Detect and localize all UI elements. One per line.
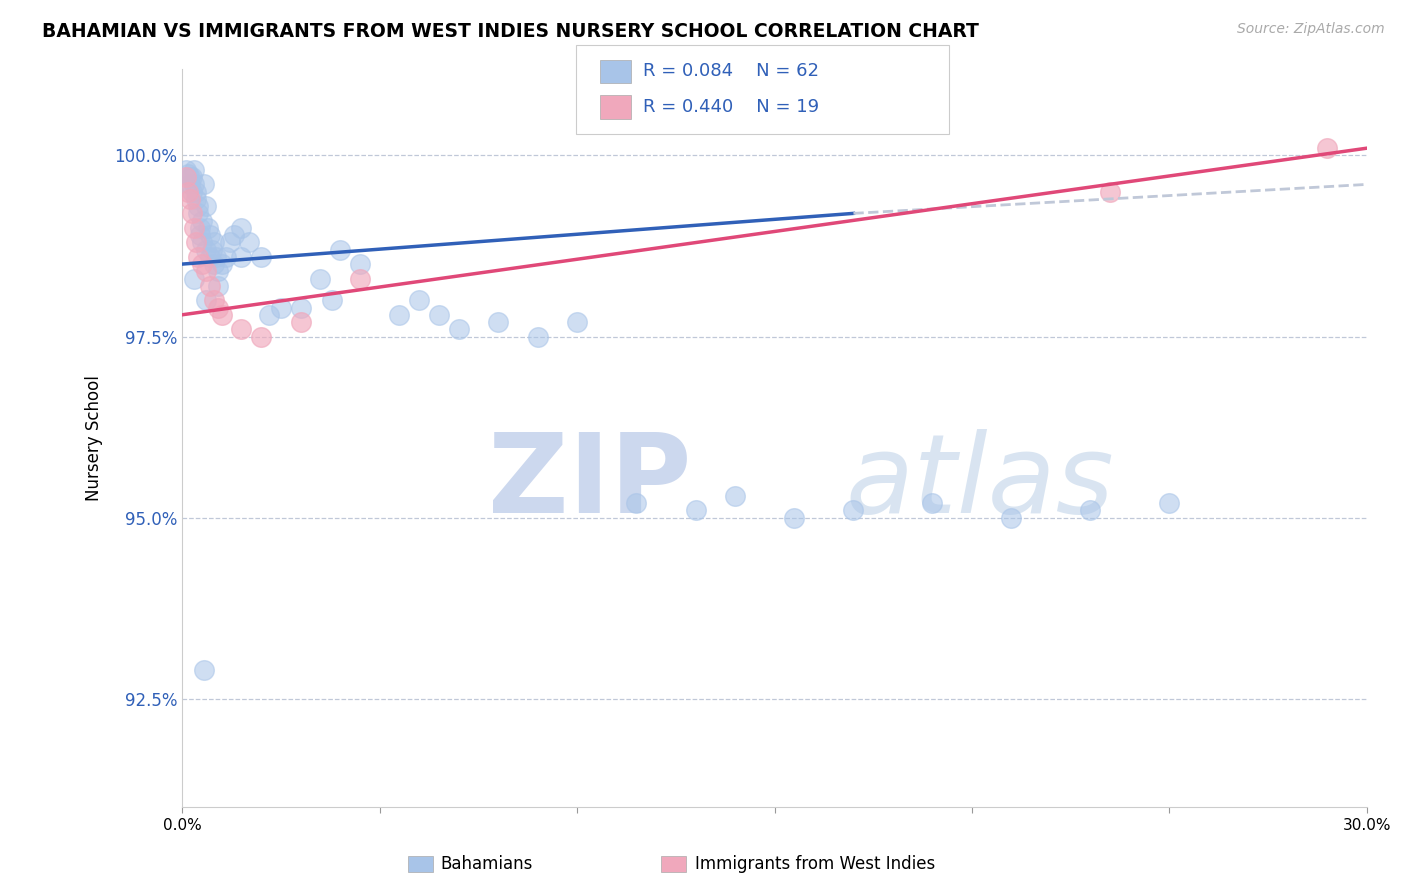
- Point: [183, 162, 205, 177]
- Point: [183, 178, 205, 192]
- Point: [388, 308, 411, 322]
- Point: [187, 199, 209, 213]
- Point: [250, 329, 273, 343]
- Point: [565, 315, 588, 329]
- Point: [231, 322, 253, 336]
- Point: [724, 489, 747, 503]
- Point: [194, 264, 217, 278]
- Point: [329, 243, 352, 257]
- Point: [201, 243, 224, 257]
- Point: [202, 257, 225, 271]
- Point: [193, 178, 215, 192]
- Point: [238, 235, 260, 250]
- Point: [184, 192, 207, 206]
- Point: [290, 301, 312, 315]
- Point: [349, 271, 371, 285]
- Point: [222, 228, 245, 243]
- Point: [193, 663, 215, 677]
- Point: [211, 257, 233, 271]
- Point: [183, 271, 205, 285]
- Point: [205, 250, 228, 264]
- Point: [270, 301, 292, 315]
- Point: [198, 278, 221, 293]
- Point: [194, 199, 217, 213]
- Point: [177, 185, 200, 199]
- Point: [783, 510, 806, 524]
- Point: [188, 228, 211, 243]
- Point: [215, 250, 238, 264]
- Point: [207, 264, 229, 278]
- Point: [290, 315, 312, 329]
- Point: [184, 185, 207, 199]
- Point: [427, 308, 450, 322]
- Point: [187, 250, 209, 264]
- Point: [179, 178, 201, 192]
- Text: Immigrants from West Indies: Immigrants from West Indies: [695, 855, 935, 873]
- Text: Bahamians: Bahamians: [440, 855, 533, 873]
- Point: [183, 220, 205, 235]
- Point: [207, 301, 229, 315]
- Point: [177, 167, 200, 181]
- Point: [179, 192, 201, 206]
- Point: [191, 235, 214, 250]
- Point: [1316, 141, 1339, 155]
- Point: [526, 329, 548, 343]
- Point: [231, 220, 253, 235]
- Point: [1159, 496, 1181, 510]
- Point: [194, 243, 217, 257]
- Point: [188, 220, 211, 235]
- Point: [1099, 185, 1122, 199]
- Text: ZIP: ZIP: [488, 429, 692, 536]
- Point: [174, 170, 197, 185]
- Text: atlas: atlas: [845, 429, 1114, 536]
- Point: [211, 308, 233, 322]
- Point: [184, 235, 207, 250]
- Point: [181, 185, 204, 199]
- Text: R = 0.440    N = 19: R = 0.440 N = 19: [643, 98, 818, 116]
- Point: [207, 278, 229, 293]
- Point: [197, 220, 219, 235]
- Y-axis label: Nursery School: Nursery School: [86, 375, 103, 500]
- Point: [257, 308, 280, 322]
- Text: R = 0.084    N = 62: R = 0.084 N = 62: [643, 62, 818, 80]
- Point: [685, 503, 707, 517]
- Point: [1080, 503, 1102, 517]
- Point: [486, 315, 509, 329]
- Text: Source: ZipAtlas.com: Source: ZipAtlas.com: [1237, 22, 1385, 37]
- Point: [181, 206, 204, 220]
- Point: [349, 257, 371, 271]
- Point: [921, 496, 943, 510]
- Point: [187, 206, 209, 220]
- Point: [191, 257, 214, 271]
- Point: [447, 322, 470, 336]
- Point: [218, 235, 240, 250]
- Point: [202, 293, 225, 308]
- Point: [408, 293, 430, 308]
- Point: [626, 496, 648, 510]
- Point: [198, 250, 221, 264]
- Point: [321, 293, 343, 308]
- Point: [842, 503, 865, 517]
- Point: [1000, 510, 1022, 524]
- Point: [198, 228, 221, 243]
- Point: [202, 235, 225, 250]
- Text: BAHAMIAN VS IMMIGRANTS FROM WEST INDIES NURSERY SCHOOL CORRELATION CHART: BAHAMIAN VS IMMIGRANTS FROM WEST INDIES …: [42, 22, 979, 41]
- Point: [231, 250, 253, 264]
- Text: 30.0%: 30.0%: [1343, 818, 1391, 833]
- Point: [194, 293, 217, 308]
- Point: [309, 271, 332, 285]
- Point: [250, 250, 273, 264]
- Point: [174, 162, 197, 177]
- Point: [181, 170, 204, 185]
- Text: 0.0%: 0.0%: [163, 818, 201, 833]
- Point: [179, 170, 201, 185]
- Point: [191, 213, 214, 227]
